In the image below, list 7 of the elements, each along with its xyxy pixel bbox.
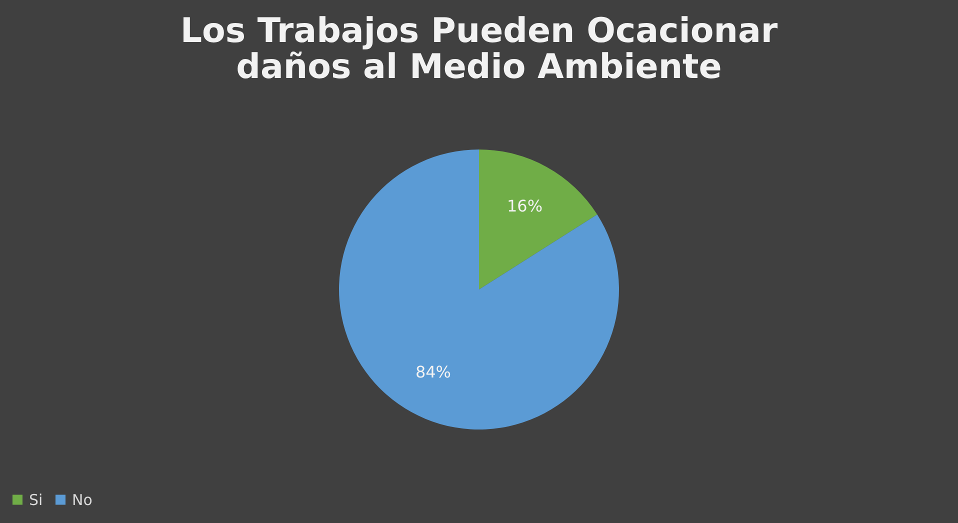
text: Los Trabajos Pueden Ocacionar [180, 11, 778, 51]
legend-label: Si [29, 490, 43, 509]
legend-label: No [72, 490, 92, 509]
data-label: 84% [415, 362, 452, 382]
data-label: 16% [506, 196, 543, 216]
pie-slice [479, 150, 598, 290]
pie-slice [339, 150, 619, 430]
